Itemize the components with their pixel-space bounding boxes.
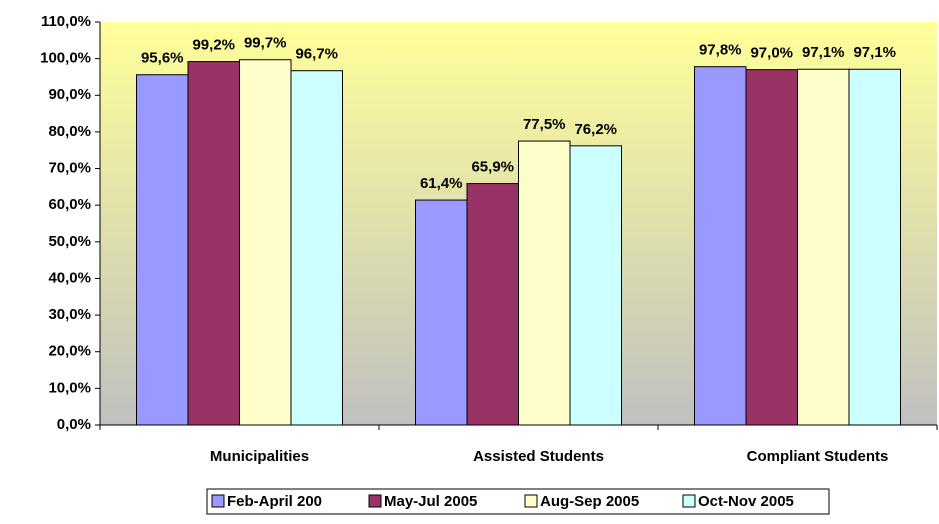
y-tick-label: 80,0% <box>48 123 91 140</box>
bar <box>415 199 468 426</box>
y-tick-label: 70,0% <box>48 160 91 177</box>
value-label: 99,7% <box>244 35 287 52</box>
bar <box>797 68 850 426</box>
x-tick-label: Municipalities <box>210 448 309 465</box>
bar <box>239 59 292 426</box>
value-label: 97,1% <box>853 44 896 61</box>
x-tick-label: Compliant Students <box>747 448 889 465</box>
y-tick-label: 110,0% <box>41 13 91 30</box>
y-tick-label: 100,0% <box>40 50 91 67</box>
value-label: 61,4% <box>420 175 463 192</box>
y-tick-label: 90,0% <box>48 86 91 103</box>
value-label: 97,8% <box>699 42 742 59</box>
value-label: 76,2% <box>574 121 617 138</box>
legend-label: Aug-Sep 2005 <box>540 493 639 510</box>
bar <box>187 61 240 426</box>
bar <box>136 74 189 426</box>
y-tick-label: 40,0% <box>48 269 91 286</box>
y-tick-label: 20,0% <box>48 343 91 360</box>
bar <box>848 68 901 426</box>
legend-label: May-Jul 2005 <box>384 493 477 510</box>
y-tick-label: 30,0% <box>48 306 91 323</box>
bar <box>694 66 747 426</box>
bar <box>518 140 571 426</box>
legend-label: Feb-April 200 <box>227 493 322 510</box>
y-tick-label: 10,0% <box>48 379 91 396</box>
legend-swatch <box>211 494 225 508</box>
bar <box>745 69 798 426</box>
value-label: 77,5% <box>523 116 566 133</box>
value-label: 95,6% <box>141 50 184 67</box>
y-tick-label: 50,0% <box>48 233 91 250</box>
value-label: 99,2% <box>192 37 235 54</box>
bar <box>290 70 343 426</box>
legend-swatch <box>524 494 538 508</box>
value-label: 65,9% <box>471 159 514 176</box>
legend-box <box>206 488 830 515</box>
value-label: 97,1% <box>802 44 845 61</box>
value-label: 97,0% <box>750 45 793 62</box>
legend-swatch <box>682 494 696 508</box>
y-tick-label: 60,0% <box>48 196 91 213</box>
bar <box>466 183 519 426</box>
y-tick-label: 0,0% <box>57 416 91 433</box>
legend-label: Oct-Nov 2005 <box>698 493 794 510</box>
bar <box>569 145 622 426</box>
legend-swatch <box>368 494 382 508</box>
x-tick-label: Assisted Students <box>473 448 604 465</box>
value-label: 96,7% <box>295 46 338 63</box>
